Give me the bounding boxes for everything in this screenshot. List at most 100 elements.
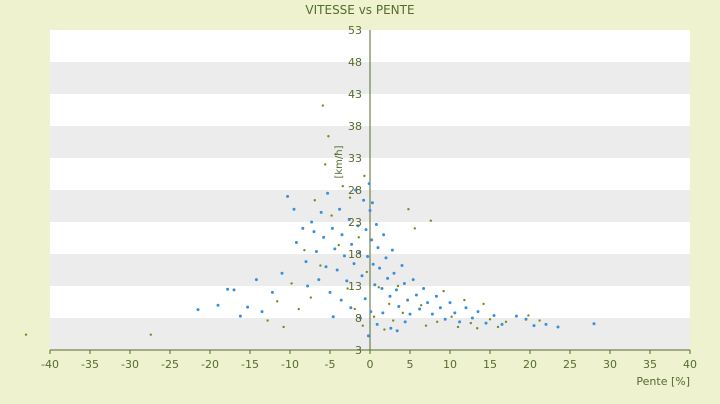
data-point (476, 327, 479, 330)
data-point (450, 315, 453, 318)
data-point (216, 303, 220, 307)
data-point (366, 255, 370, 259)
data-point (514, 314, 518, 318)
data-point (354, 188, 358, 192)
data-point (364, 228, 368, 232)
data-point (395, 329, 399, 333)
data-point (375, 322, 379, 326)
data-point (377, 286, 380, 289)
data-point (401, 311, 404, 315)
data-point (492, 313, 496, 317)
data-point (304, 260, 308, 264)
data-point (556, 325, 560, 329)
data-point (348, 196, 352, 199)
y-tick-label: 43 (348, 88, 362, 101)
data-point (301, 226, 305, 230)
data-point (470, 316, 474, 320)
y-tick-label: 3 (355, 344, 362, 357)
data-point (294, 240, 298, 244)
data-point (420, 304, 423, 307)
data-point (347, 217, 351, 221)
data-point (339, 298, 343, 302)
data-point (319, 210, 323, 214)
data-point (314, 249, 318, 253)
data-point (322, 235, 326, 239)
data-point (367, 182, 371, 186)
data-point (286, 194, 290, 198)
data-point (340, 233, 344, 237)
data-point (532, 324, 536, 328)
y-tick-label: 13 (348, 280, 362, 293)
data-point (388, 302, 391, 306)
data-point (317, 278, 321, 282)
y-tick-label: 33 (348, 152, 362, 165)
data-point (403, 320, 407, 324)
x-tick-label: -40 (41, 358, 59, 371)
data-point (429, 219, 432, 222)
x-tick-label: -5 (325, 358, 336, 371)
data-point (328, 290, 332, 294)
data-point (476, 310, 480, 314)
data-point (345, 279, 349, 283)
data-point (592, 322, 596, 326)
data-point (374, 223, 378, 227)
data-point (356, 224, 360, 228)
data-point (371, 262, 375, 266)
data-point (397, 304, 401, 308)
x-tick-label: 40 (683, 358, 697, 371)
data-point (370, 238, 374, 242)
data-point (422, 287, 426, 291)
data-point (363, 297, 367, 301)
data-point (306, 284, 310, 288)
data-point (406, 298, 410, 302)
data-point (411, 278, 415, 282)
data-point (383, 328, 386, 331)
data-point (400, 264, 404, 268)
data-point (394, 288, 398, 292)
data-point (469, 321, 472, 325)
data-point (266, 319, 269, 322)
data-point (390, 248, 394, 252)
data-point (346, 287, 349, 290)
data-point (381, 311, 385, 315)
data-point (334, 152, 337, 156)
data-point (380, 287, 384, 291)
data-point (280, 271, 284, 275)
data-point (370, 201, 374, 205)
data-point (338, 207, 342, 211)
data-point (384, 256, 388, 260)
chart-title: VITESSE vs PENTE (305, 3, 414, 17)
data-point (464, 306, 468, 310)
x-tick-label: 0 (367, 358, 374, 371)
data-point (290, 282, 293, 285)
data-point (453, 311, 457, 315)
data-point (276, 300, 279, 303)
data-point (149, 333, 152, 336)
data-point (392, 319, 395, 322)
data-point (361, 324, 364, 327)
data-point (260, 310, 264, 314)
data-point (358, 316, 362, 320)
data-point (238, 314, 242, 318)
x-tick-label: 20 (523, 358, 537, 371)
data-point (350, 242, 354, 246)
data-point (270, 290, 274, 294)
data-point (456, 325, 460, 329)
data-point (378, 266, 382, 270)
data-point (360, 274, 364, 278)
x-axis-label: Pente [%] (636, 375, 690, 388)
x-tick-label: 25 (563, 358, 577, 371)
data-point (335, 268, 339, 272)
tick-labels: -40 -35 -30 -25 -20 -15 -10 -5 0 5 10 15 20 25 30 35 40 3… (41, 24, 697, 371)
x-tick-label: -25 (161, 358, 179, 371)
data-point (246, 305, 250, 309)
data-point (312, 230, 316, 234)
x-tick-label: -15 (241, 358, 259, 371)
data-point (366, 334, 370, 338)
data-point (324, 265, 328, 269)
data-point (373, 283, 377, 287)
data-point (363, 174, 366, 178)
data-point (524, 317, 528, 321)
data-point (438, 306, 442, 310)
